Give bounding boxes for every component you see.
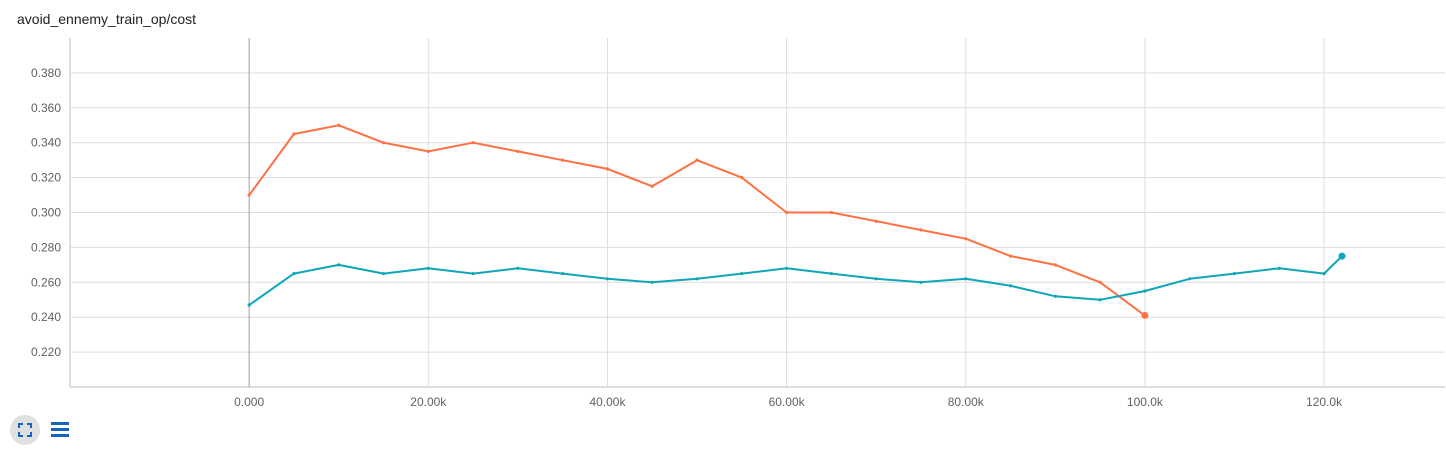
list-icon [51, 422, 69, 437]
data-point [874, 277, 878, 281]
fullscreen-button[interactable] [10, 415, 40, 445]
data-point [785, 266, 789, 270]
data-point [1232, 271, 1237, 276]
x-tick-label: 60.00k [769, 395, 806, 409]
data-point [605, 277, 610, 281]
data-point [1143, 289, 1147, 293]
data-point [919, 280, 923, 284]
data-point [964, 277, 968, 281]
data-point [337, 123, 341, 127]
y-tick-label: 0.220 [31, 345, 61, 359]
data-point [1098, 280, 1102, 284]
data-point [695, 277, 699, 281]
y-tick-label: 0.380 [31, 66, 61, 80]
series-line-1 [248, 255, 1343, 306]
series-end-marker [1338, 252, 1346, 260]
data-table-button[interactable] [48, 418, 72, 442]
data-point [874, 219, 878, 223]
y-tick-label: 0.320 [31, 171, 61, 185]
data-point [292, 132, 296, 136]
data-point [337, 263, 341, 267]
data-point [426, 149, 430, 154]
data-point [1188, 277, 1192, 281]
data-point [829, 271, 834, 276]
y-tick-label: 0.260 [31, 275, 61, 289]
y-tick-label: 0.240 [31, 310, 61, 324]
data-point [561, 271, 565, 276]
data-point [471, 141, 475, 145]
data-point [426, 266, 430, 270]
data-point [516, 266, 520, 270]
data-point [1008, 254, 1013, 258]
fullscreen-icon [18, 423, 32, 437]
data-point [1277, 266, 1281, 270]
x-tick-label: 100.0k [1127, 395, 1164, 409]
y-tick-label: 0.280 [31, 240, 61, 254]
data-point [471, 271, 475, 276]
data-point [919, 228, 923, 232]
data-point [740, 176, 744, 180]
y-tick-label: 0.360 [31, 101, 61, 115]
data-point [1053, 294, 1057, 298]
series-end-marker [1141, 311, 1149, 319]
data-point [829, 210, 834, 215]
data-point [561, 158, 565, 162]
data-point [381, 141, 386, 145]
data-point [247, 303, 251, 307]
data-point [695, 158, 699, 162]
data-point [740, 271, 744, 276]
y-tick-label: 0.340 [31, 136, 61, 150]
x-tick-label: 40.00k [589, 395, 626, 409]
x-axis-ticks: 0.000 20.00k 40.00k 60.00k 80.00k 100.0k 120.0… [234, 395, 1343, 409]
data-point [1053, 263, 1057, 267]
series-lines [247, 123, 1346, 319]
y-tick-label: 0.300 [31, 206, 61, 220]
data-point [292, 271, 296, 276]
data-point [247, 193, 251, 197]
data-point [785, 210, 789, 215]
x-tick-label: 80.00k [948, 395, 985, 409]
data-point [1008, 284, 1013, 288]
data-point [1098, 298, 1102, 302]
data-point [1322, 271, 1326, 276]
grid [69, 38, 1445, 388]
x-tick-label: 120.0k [1306, 395, 1343, 409]
chart-title: avoid_ennemy_train_op/cost [17, 11, 197, 27]
x-tick-label: 0.000 [234, 395, 264, 409]
data-point [381, 271, 386, 276]
y-axis-ticks: 0.220 0.240 0.260 0.280 0.300 0.320 0.340 0.360… [31, 66, 61, 359]
data-point [964, 237, 968, 241]
data-point [650, 280, 654, 284]
data-point [605, 167, 610, 171]
x-tick-label: 20.00k [410, 395, 447, 409]
data-point [516, 149, 520, 154]
data-point [650, 184, 654, 188]
